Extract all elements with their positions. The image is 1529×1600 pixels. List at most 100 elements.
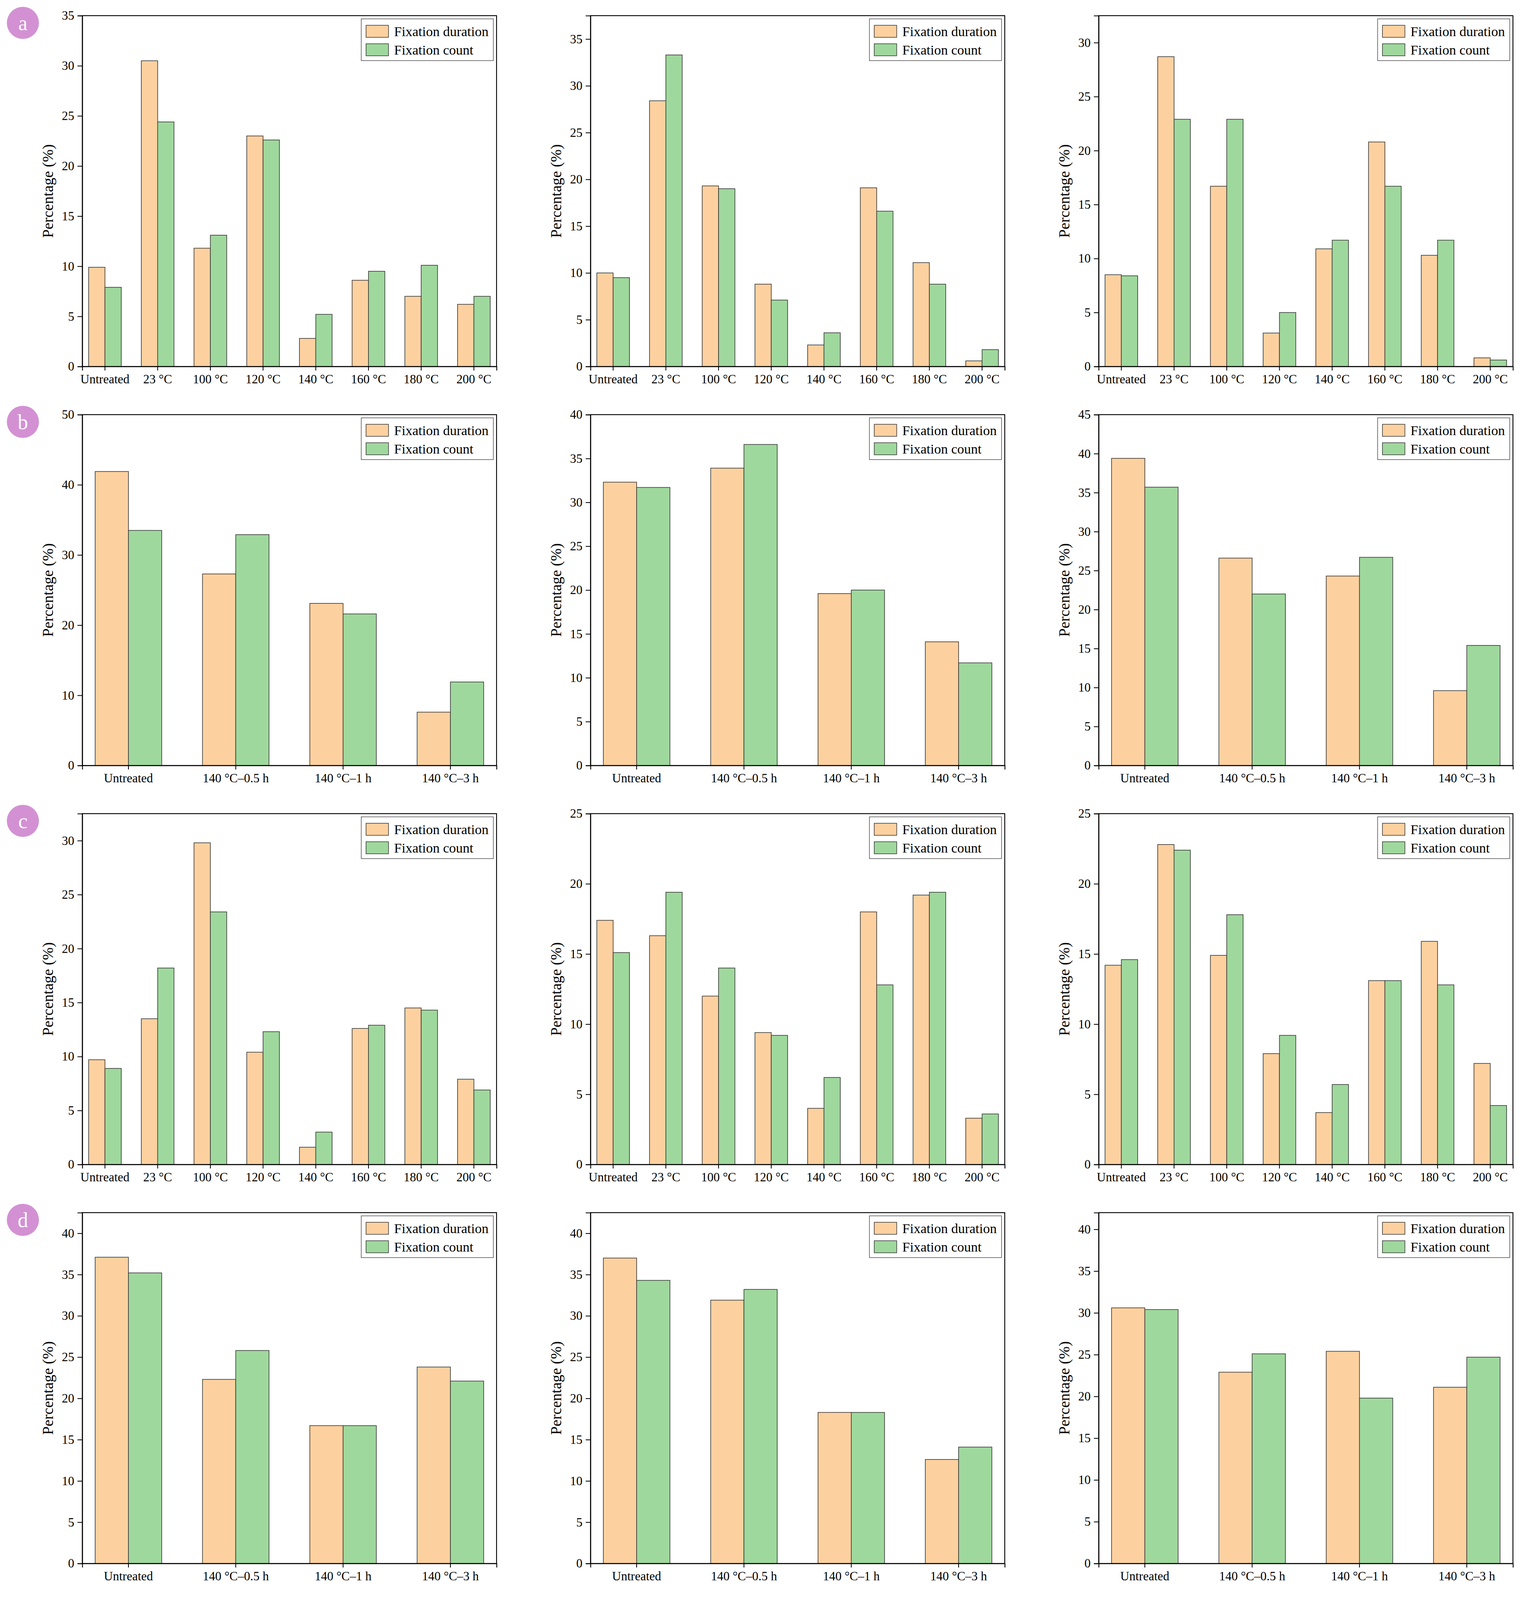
y-tick: 15 [1078,641,1099,656]
bar [299,1147,316,1165]
x-tick-mark [315,366,317,371]
y-axis-line [1093,1213,1100,1564]
x-tick-mark [1437,1164,1438,1169]
bar [210,235,227,367]
x-tick-mark [958,765,959,770]
x-tick-mark [342,1563,344,1568]
bar [128,1272,162,1564]
x-tick-mark [1144,1563,1146,1568]
y-tick: 0 [576,758,591,773]
y-tick-mark [585,813,591,815]
x-tick: 23 °C [143,366,173,387]
legend-swatch [1382,1240,1405,1253]
y-tick-label: 15 [570,946,583,961]
y-axis: 05101520253035 [61,8,83,374]
x-tick-mark [1490,1164,1491,1169]
bar [1474,1063,1491,1165]
x-tick-mark [1490,366,1491,371]
bar [710,468,744,766]
x-tick-label: 100 °C [1209,372,1244,387]
y-tick: 0 [576,359,591,374]
x-tick-label: 200 °C [456,372,492,387]
bar [1105,274,1122,367]
x-tick: 140 °C–3 h [421,765,479,786]
y-tick-label: 15 [1078,197,1091,212]
bar [1326,1351,1360,1564]
x-axis: Untreated140 °C–0.5 h140 °C–1 h140 °C–3 … [590,1563,1006,1584]
panel: 0510152025Untreated23 °C100 °C120 °C140 … [547,806,1006,1185]
x-tick-label: 140 °C–1 h [1331,771,1389,786]
legend: Fixation durationFixation count [869,18,1002,61]
bar [157,968,175,1165]
y-tick-label: 35 [61,8,75,23]
panel: 0510152025303540Untreated140 °C–0.5 h140… [1055,1212,1514,1584]
x-tick-mark [449,765,451,770]
y-tick-label: 10 [1078,1017,1091,1032]
y-axis: 0510152025 [570,806,591,1172]
plot-area: 051015202530Untreated23 °C100 °C120 °C14… [1055,15,1514,387]
x-tick-label: Untreated [588,1170,638,1185]
legend-box [1377,1215,1510,1258]
y-tick-label: 40 [1078,1222,1091,1237]
bar [1466,645,1501,766]
y-tick-label: 30 [61,833,75,848]
x-tick-mark [851,765,852,770]
bar [603,1258,637,1564]
legend-label: Fixation count [1410,840,1491,856]
legend-swatch [1382,442,1405,455]
y-tick-mark [585,1522,591,1523]
y-tick: 20 [1078,876,1099,891]
legend: Fixation durationFixation count [1377,18,1510,61]
bar [596,272,614,367]
x-tick-label: 140 °C–3 h [421,771,479,786]
plot-frame [590,15,1005,367]
x-tick-label: 160 °C [859,372,894,387]
x-tick: 140 °C [1314,1164,1350,1185]
x-tick-label: Untreated [103,1569,154,1584]
y-tick-mark [585,1356,591,1358]
bar [710,1300,744,1564]
panel-letter-badge [6,804,39,837]
bar [450,1381,484,1564]
x-axis: Untreated23 °C100 °C120 °C140 °C160 °C18… [1096,366,1513,387]
bar [368,1025,385,1165]
y-tick-label: 5 [576,714,583,729]
x-tick: Untreated [612,765,662,786]
bar [417,1367,451,1564]
x-tick: 160 °C [859,1164,894,1185]
bar [925,1459,959,1564]
legend-swatch [874,43,897,56]
x-tick-label: 180 °C [403,372,439,387]
y-tick: 30 [1078,35,1099,50]
y-tick-label: 5 [1084,1087,1092,1102]
x-tick: 160 °C [1367,366,1403,387]
y-axis-line [1093,814,1100,1165]
bar [702,995,719,1165]
y-tick: 10 [1078,680,1099,695]
bar [1121,275,1138,367]
x-tick-label: 200 °C [964,372,1000,387]
x-axis: Untreated140 °C–0.5 h140 °C–1 h140 °C–3 … [1099,1563,1514,1584]
y-tick-mark [585,366,591,368]
y-tick-label: 10 [61,688,75,703]
y-tick: 35 [61,1267,83,1282]
y-tick-label: 40 [1078,446,1091,461]
y-tick-label: 40 [61,1226,75,1241]
bar [1437,985,1454,1165]
y-tick: 0 [68,758,83,773]
x-tick-mark [1331,366,1333,371]
x-tick-label: 140 °C–1 h [822,1569,880,1584]
legend-swatch [366,823,389,836]
panel-letter-badge [6,405,39,438]
bar [95,471,129,766]
x-tick-label: 23 °C [651,1170,681,1185]
x-tick-mark [1437,366,1438,371]
y-axis-line [77,415,83,766]
x-tick-mark [1359,765,1361,770]
bar [965,360,983,367]
x-tick: 140 °C [806,1164,842,1185]
y-tick-mark [1093,1024,1099,1025]
x-tick-mark [209,1164,211,1169]
legend-label: Fixation duration [1410,822,1505,837]
y-tick-label: 25 [1078,1347,1091,1362]
